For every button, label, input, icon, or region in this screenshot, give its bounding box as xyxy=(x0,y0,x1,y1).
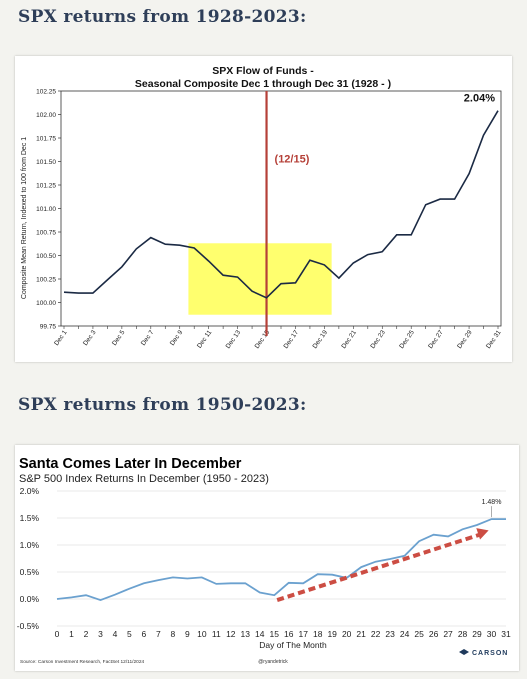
chart1-marks xyxy=(63,91,499,336)
chart1-ytick-label: 102.00 xyxy=(36,112,56,119)
chart1-date-marker-label: (12/15) xyxy=(275,153,310,165)
chart2-xtick-label: 18 xyxy=(313,629,323,639)
chart1-ytick-label: 100.25 xyxy=(36,276,56,283)
section-heading-1950: SPX returns from 1950-2023: xyxy=(18,395,307,415)
chart2-xtick-label: 27 xyxy=(443,629,453,639)
chart2-xtick-label: 0 xyxy=(55,629,60,639)
chart2-xtick-label: 16 xyxy=(284,629,294,639)
chart2-ytick-label: 1.0% xyxy=(20,540,40,550)
santa-rally-chart: Santa Comes Later In December S&P 500 In… xyxy=(15,445,519,671)
chart1-subtitle: Seasonal Composite Dec 1 through Dec 31 … xyxy=(135,78,391,90)
chart2-xtick-label: 20 xyxy=(342,629,352,639)
chart2-ytick-label: 0.5% xyxy=(20,567,40,577)
chart1-ytick-label: 102.25 xyxy=(36,88,56,95)
chart2-xtick-label: 25 xyxy=(414,629,424,639)
chart2-xtick-label: 17 xyxy=(298,629,308,639)
chart2-xtick-label: 15 xyxy=(270,629,280,639)
chart2-xtick-label: 4 xyxy=(113,629,118,639)
chart1-ytick-label: 100.00 xyxy=(36,300,56,307)
chart2-xtick-label: 30 xyxy=(487,629,497,639)
chart2-ytick-label: 1.5% xyxy=(20,513,40,523)
chart2-source: Source: Carson Investment Research, Fact… xyxy=(20,659,144,665)
chart2-ytick-label: -0.5% xyxy=(17,621,40,631)
chart1-xtick-label: Dec 9 xyxy=(169,329,185,347)
chart2-end-label: 1.48% xyxy=(482,499,502,506)
chart1-xtick-label: Dec 31 xyxy=(485,329,503,350)
chart2-xtick-label: 1 xyxy=(69,629,74,639)
chart1-xtick-label: Dec 13 xyxy=(225,329,243,350)
chart2-xtick-label: 31 xyxy=(501,629,511,639)
chart2-trend-arrowhead-icon xyxy=(476,528,489,540)
chart2-xtick-label: 28 xyxy=(458,629,468,639)
chart1-svg: SPX Flow of Funds - Seasonal Composite D… xyxy=(21,65,503,350)
chart2-xtick-label: 14 xyxy=(255,629,265,639)
section-heading-1928: SPX returns from 1928-2023: xyxy=(18,7,307,27)
chart2-xlabel: Day of The Month xyxy=(259,640,327,650)
chart1-ytick-label: 101.50 xyxy=(36,159,56,166)
chart1-ytick-label: 100.75 xyxy=(36,229,56,236)
chart2-svg: Santa Comes Later In December S&P 500 In… xyxy=(17,456,511,665)
carson-logo-mark-icon xyxy=(459,649,469,655)
chart2-xtick-label: 9 xyxy=(185,629,190,639)
chart2-title: Santa Comes Later In December xyxy=(19,456,242,472)
chart2-xtick-label: 8 xyxy=(171,629,176,639)
chart1-xtick-label: Dec 1 xyxy=(53,329,69,347)
carson-brand: CARSON xyxy=(472,650,508,657)
carson-logo: CARSON xyxy=(459,649,508,657)
chart2-xtick-label: 7 xyxy=(156,629,161,639)
chart2-xtick-label: 21 xyxy=(356,629,366,639)
chart1-ytick-label: 101.00 xyxy=(36,206,56,213)
chart1-xtick-label: Dec 29 xyxy=(456,329,474,350)
chart2-xtick-label: 12 xyxy=(226,629,236,639)
chart1-xtick-label: Dec 27 xyxy=(427,329,445,350)
chart2-subtitle: S&P 500 Index Returns In December (1950 … xyxy=(19,473,269,485)
chart1-end-label: 2.04% xyxy=(464,93,495,105)
chart1-ytick-label: 101.25 xyxy=(36,182,56,189)
chart2-xtick-label: 5 xyxy=(127,629,132,639)
chart1-ytick-label: 101.75 xyxy=(36,135,56,142)
spx-flow-of-funds-chart: SPX Flow of Funds - Seasonal Composite D… xyxy=(15,56,512,362)
chart2-xtick-label: 29 xyxy=(472,629,482,639)
chart2-xtick-label: 3 xyxy=(98,629,103,639)
chart2-xtick-label: 23 xyxy=(385,629,395,639)
chart2-axes: -0.5%0.0%0.5%1.0%1.5%2.0%0 1 2 3 4 5 6 7 8 9 10 11 1… xyxy=(17,486,511,639)
chart2-xtick-label: 24 xyxy=(400,629,410,639)
chart2-ytick-label: 0.0% xyxy=(20,594,40,604)
chart2-series-line xyxy=(56,518,506,602)
chart2-xtick-label: 6 xyxy=(142,629,147,639)
chart2-ytick-label: 2.0% xyxy=(20,486,40,496)
chart2-xtick-label: 10 xyxy=(197,629,207,639)
chart2-xtick-label: 13 xyxy=(241,629,251,639)
chart2-xtick-label: 11 xyxy=(212,629,221,639)
chart2-marks xyxy=(56,506,507,602)
chart1-xtick-label: Dec 23 xyxy=(369,329,387,350)
chart2-xtick-label: 26 xyxy=(429,629,439,639)
chart2-gridlines xyxy=(57,490,506,627)
chart2-trend-arrow-shaft xyxy=(276,532,482,602)
chart2-xtick-label: 19 xyxy=(327,629,337,639)
chart1-xtick-label: Dec 11 xyxy=(196,329,213,350)
chart2-xtick-label: 22 xyxy=(371,629,381,639)
chart1-xtick-label: Dec 17 xyxy=(283,329,301,350)
chart1-xtick-label: Dec 21 xyxy=(340,329,358,350)
chart2-handle: @ryandetrick xyxy=(258,659,288,665)
chart1-xtick-label: Dec 5 xyxy=(111,329,127,347)
chart1-ylabel: Composite Mean Return, Indexed to 100 fr… xyxy=(21,137,28,299)
chart1-ytick-label: 100.50 xyxy=(36,253,56,260)
chart1-xtick-label: Dec 25 xyxy=(398,329,416,350)
chart1-xtick-label: Dec 15 xyxy=(254,329,272,350)
chart1-ytick-label: 99.75 xyxy=(40,323,57,330)
chart1-highlight-box xyxy=(188,243,332,315)
chart1-xtick-label: Dec 19 xyxy=(311,329,329,350)
chart2-xtick-label: 2 xyxy=(84,629,89,639)
chart1-xtick-label: Dec 3 xyxy=(82,329,98,347)
chart1-title: SPX Flow of Funds - xyxy=(212,65,314,77)
chart1-xtick-label: Dec 7 xyxy=(140,329,156,347)
